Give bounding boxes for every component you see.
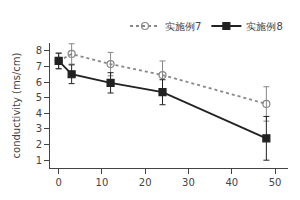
- svg-text:10: 10: [96, 177, 109, 188]
- svg-text:实施例8: 实施例8: [246, 21, 282, 32]
- svg-text:6: 6: [36, 77, 42, 88]
- svg-text:30: 30: [182, 177, 195, 188]
- svg-text:7: 7: [36, 61, 42, 72]
- svg-text:1: 1: [36, 155, 42, 166]
- svg-text:40: 40: [225, 177, 238, 188]
- svg-text:4: 4: [36, 108, 42, 119]
- svg-text:3: 3: [36, 123, 42, 134]
- svg-text:2: 2: [36, 139, 42, 150]
- svg-text:50: 50: [269, 177, 282, 188]
- svg-text:20: 20: [139, 177, 152, 188]
- svg-text:8: 8: [36, 45, 42, 56]
- svg-text:5: 5: [36, 92, 42, 103]
- svg-text:实施例7: 实施例7: [165, 21, 201, 32]
- svg-text:0: 0: [55, 177, 61, 188]
- svg-text:conductivity (ms/cm): conductivity (ms/cm): [11, 52, 22, 158]
